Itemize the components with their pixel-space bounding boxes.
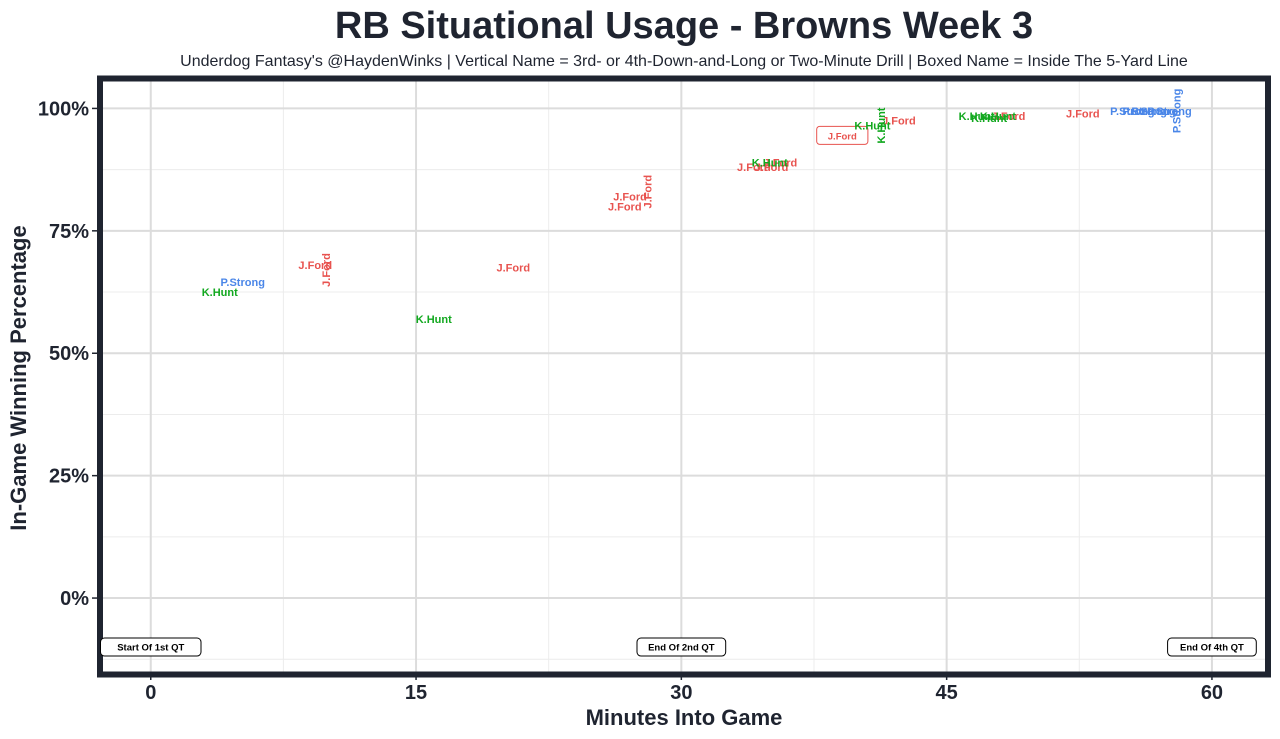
player-label: K.Hunt — [202, 287, 238, 299]
player-label: P.Strong — [1172, 89, 1184, 133]
player-label: P.Strong — [1131, 106, 1175, 118]
x-tick-label: 15 — [405, 682, 427, 704]
player-label: K.Hunt — [959, 111, 995, 123]
player-label: K.Hunt — [876, 107, 888, 143]
player-label: J.Ford — [764, 157, 798, 169]
player-label: J.Ford — [992, 111, 1026, 123]
player-label: P.Strong — [1110, 106, 1154, 118]
player-label: J.Ford — [497, 263, 531, 275]
player-label: K.Hunt — [752, 157, 788, 169]
player-label: J.Ford — [755, 162, 789, 174]
player-label: P.Strong — [1123, 106, 1167, 118]
player-label: J.Ford — [608, 201, 642, 213]
quarter-marker-label: Start Of 1st QT — [117, 643, 184, 654]
quarter-marker-box — [100, 637, 202, 657]
x-tick-label: 30 — [670, 682, 692, 704]
y-tick-label: 100% — [38, 98, 89, 120]
y-tick-label: 25% — [49, 466, 89, 488]
plot-panel-border — [97, 75, 1271, 678]
quarter-marker-label: End Of 2nd QT — [648, 643, 715, 654]
quarter-marker-label: End Of 4th QT — [1180, 643, 1244, 654]
y-tick-label: 0% — [60, 588, 89, 610]
quarter-marker-box — [1167, 637, 1257, 657]
y-axis-title: In-Game Winning Percentage — [6, 225, 31, 530]
x-axis-title: Minutes Into Game — [586, 705, 783, 730]
quarter-markers: Start Of 1st QT End Of 2nd QT End Of 4th Q… — [100, 637, 1257, 657]
player-label: K.Hunt — [416, 314, 452, 326]
x-tick-label: 0 — [145, 682, 156, 704]
player-label: P.Strong — [221, 277, 265, 289]
player-label: J.Ford — [298, 260, 332, 272]
quarter-marker-box — [636, 637, 727, 657]
chart-subtitle: Underdog Fantasy's @HaydenWinks | Vertic… — [180, 53, 1188, 70]
player-label: J.Ford — [1066, 108, 1100, 120]
grid — [103, 81, 1265, 672]
x-tick-label: 45 — [936, 682, 958, 704]
chart-title: RB Situational Usage - Browns Week 3 — [335, 5, 1033, 47]
player-label: P.Strong — [1147, 106, 1191, 118]
player-label: J.Ford — [643, 175, 655, 209]
player-label: J.Ford — [613, 192, 647, 204]
player-label: K.Hunt — [854, 121, 890, 133]
player-label: K.Hunt — [980, 111, 1016, 123]
player-label: J.Ford — [882, 116, 916, 128]
player-label: J.Ford — [737, 162, 771, 174]
axis-ticks: 0 15 30 45 60 0% 25% 50% 75% 100% — [38, 98, 1223, 704]
y-tick-label: 50% — [49, 343, 89, 365]
x-tick-label: 60 — [1201, 682, 1223, 704]
player-label: K.Hunt — [971, 113, 1007, 125]
boxed-player-box — [816, 125, 869, 145]
y-tick-label: 75% — [49, 221, 89, 243]
player-label: J.Ford — [321, 253, 333, 287]
player-label: J.Ford — [828, 131, 857, 142]
